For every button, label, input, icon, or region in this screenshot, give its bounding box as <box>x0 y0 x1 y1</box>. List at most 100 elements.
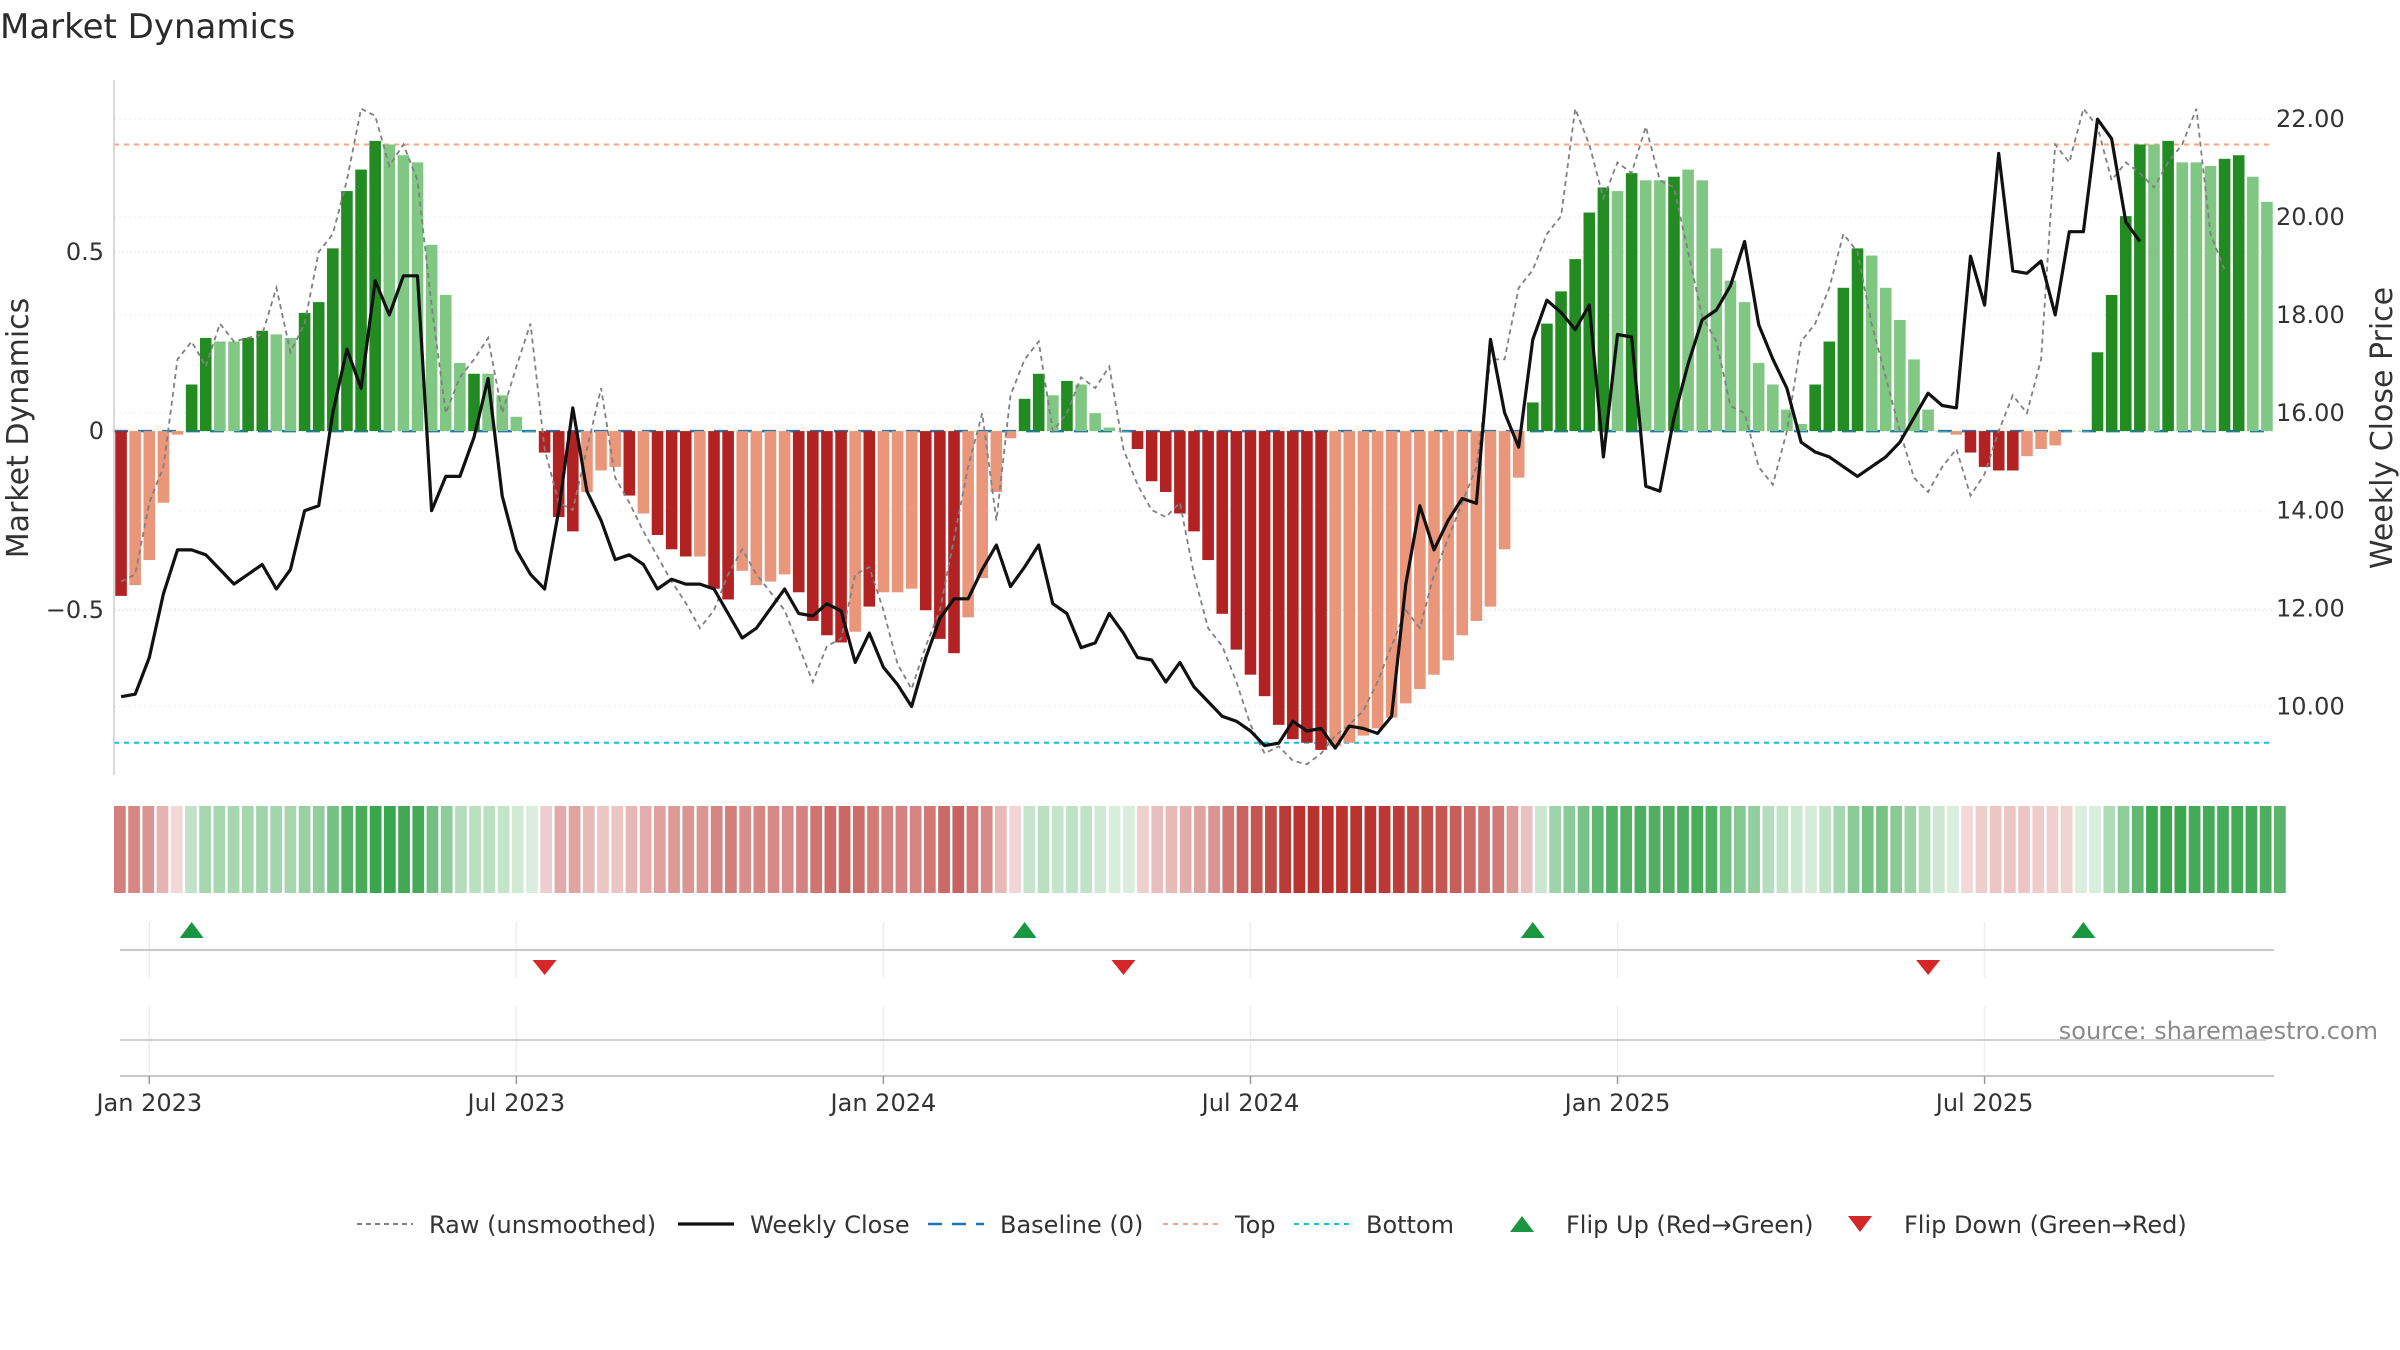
regime-strip-cell <box>241 806 254 893</box>
dynamics-bar <box>1498 431 1511 550</box>
dynamics-bar <box>2091 352 2104 432</box>
empty-subpanel <box>120 1006 2274 1077</box>
regime-strip-cell <box>2060 806 2073 893</box>
regime-strip-cell <box>2146 806 2158 893</box>
left-tick-label: 0.5 <box>66 238 104 266</box>
regime-strip-cell <box>1847 806 1860 893</box>
dynamics-bar <box>2134 144 2146 432</box>
regime-strip-cell <box>2046 806 2059 893</box>
dynamics-bar <box>1089 413 1101 432</box>
dynamics-bar <box>1978 431 1991 467</box>
dynamics-bar <box>1301 431 1313 743</box>
regime-strip-cell <box>1890 806 1903 893</box>
right-tick-label: 12.00 <box>2276 595 2345 623</box>
regime-strip-cell <box>2075 806 2087 893</box>
regime-strip-cell <box>938 806 950 893</box>
flip-down-marker <box>532 960 557 975</box>
regime-strip-cell <box>1336 806 1348 893</box>
dynamics-bar <box>2190 162 2203 432</box>
dynamics-bar <box>143 431 156 561</box>
regime-strip-cell <box>2089 806 2101 893</box>
dynamics-bar <box>468 373 480 432</box>
dynamics-bar <box>482 373 494 432</box>
flip-up-marker <box>1012 922 1037 938</box>
regime-strip-cell <box>1165 806 1178 893</box>
regime-strip-cell <box>355 806 368 893</box>
regime-strip-cell <box>1250 806 1263 893</box>
regime-strip-cell <box>781 806 794 893</box>
legend-label: Bottom <box>1366 1211 1454 1239</box>
regime-strip-cell <box>881 806 894 893</box>
regime-strip-cell <box>2217 806 2229 893</box>
dynamics-bar <box>1061 380 1073 432</box>
regime-strip <box>114 806 2286 893</box>
regime-strip-cell <box>412 806 425 893</box>
regime-strip-cell <box>995 806 1007 893</box>
regime-strip-cell <box>1705 806 1718 893</box>
regime-strip-cell <box>1563 806 1576 893</box>
dynamics-bar <box>1950 431 1963 435</box>
regime-strip-cell <box>1876 806 1888 893</box>
regime-strip-cell <box>1918 806 1931 893</box>
dynamics-bar <box>256 330 269 432</box>
dynamics-bar <box>2049 431 2061 446</box>
regime-strip-cell <box>1464 806 1476 893</box>
dynamics-bar <box>1512 431 1525 478</box>
regime-strip-cell <box>739 806 751 893</box>
dynamics-bar <box>651 431 664 535</box>
weekly-close-line <box>120 117 2142 750</box>
left-tick-label: 0 <box>89 417 104 445</box>
regime-strip-cell <box>952 806 965 893</box>
regime-strip-cell <box>2231 806 2244 893</box>
regime-strip-cell <box>2259 806 2272 893</box>
dynamics-bar <box>1865 255 1878 432</box>
regime-strip-cell <box>312 806 325 893</box>
dynamics-bar <box>1682 169 1694 432</box>
dynamics-bars <box>115 140 2273 750</box>
dynamics-bar <box>581 431 593 492</box>
regime-strip-cell <box>1293 806 1306 893</box>
regime-strip-cell <box>2131 806 2144 893</box>
dynamics-bar <box>1992 431 2005 471</box>
regime-strip-cell <box>1734 806 1746 893</box>
dynamics-bar <box>1145 431 1158 482</box>
regime-strip-cell <box>1833 806 1846 893</box>
dynamics-bar <box>284 337 297 432</box>
regime-strip-cell <box>128 806 140 893</box>
dynamics-bar <box>1541 323 1553 432</box>
regime-strip-cell <box>483 806 496 893</box>
dynamics-bar <box>948 431 960 654</box>
regime-strip-cell <box>526 806 538 893</box>
dynamics-bar <box>298 312 311 432</box>
regime-strip-cell <box>1023 806 1036 893</box>
dynamics-bar <box>242 337 254 432</box>
flip-down-marker <box>1916 960 1941 975</box>
regime-strip-cell <box>682 806 695 893</box>
regime-strip-cell <box>1648 806 1661 893</box>
regime-strip-cell <box>398 806 410 893</box>
dynamics-bar <box>1075 384 1087 432</box>
regime-strip-cell <box>2018 806 2030 893</box>
dynamics-bar <box>2162 140 2174 432</box>
dynamics-bar <box>919 431 932 611</box>
legend-label: Flip Down (Green→Red) <box>1904 1211 2187 1239</box>
dynamics-bar <box>1399 431 1412 704</box>
regime-strip-cell <box>924 806 936 893</box>
legend-entry-flip-down: Flip Down (Green→Red) <box>1848 1211 2187 1239</box>
dynamics-bar <box>1047 395 1059 432</box>
dynamics-bar <box>425 244 438 432</box>
legend-entry-flip-up: Flip Up (Red→Green) <box>1510 1211 1814 1239</box>
regime-strip-cell <box>980 806 993 893</box>
dynamics-bar <box>397 155 410 432</box>
legend-entry-baseline: Baseline (0) <box>928 1211 1143 1239</box>
regime-strip-cell <box>540 806 553 893</box>
dynamics-bar <box>1654 180 1666 432</box>
regime-strip-cell <box>1748 806 1760 893</box>
regime-strip-cell <box>1819 806 1831 893</box>
dynamics-bar <box>849 431 861 632</box>
dynamics-bar <box>2021 431 2033 457</box>
regime-strip-cell <box>1137 806 1149 893</box>
regime-strip-cell <box>1307 806 1320 893</box>
right-tick-label: 18.00 <box>2276 301 2345 329</box>
regime-strip-cell <box>1776 806 1789 893</box>
